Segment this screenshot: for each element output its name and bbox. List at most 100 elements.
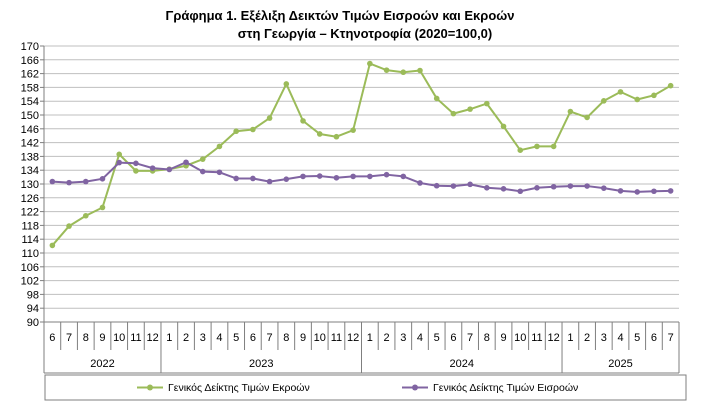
input-index-point [133,160,139,167]
y-tick-label: 150 [21,110,39,122]
input-index-point [266,178,273,185]
input-index-point [116,159,122,166]
x-tick-label: 7 [267,332,273,344]
input-index-point [517,188,524,195]
year-label: 2024 [450,358,474,370]
input-index-point [567,183,574,189]
chart-title-line-2: στη Γεωργία – Κτηνοτροφία (2020=100,0) [238,26,492,41]
x-tick-label: 8 [83,332,89,344]
x-axis: 6 7 8 9 10 11 12 1 2 3 4 5 6 7 8 9 10 11 12 1 2 3 4 5 6 7 8 9 10 11 12… [43,321,680,374]
x-tick-label: 12 [548,332,560,344]
x-tick-label: 10 [514,332,526,344]
input-index-point [333,174,340,181]
x-tick-label: 3 [601,332,607,344]
y-tick-label: 94 [27,303,39,315]
year-label: 2025 [608,358,632,370]
x-tick-label: 3 [200,332,206,344]
input-index-point [667,188,674,194]
grid-lines [44,45,679,323]
output-index-point [216,143,223,150]
output-index-point [133,168,139,174]
input-index-point [584,183,590,189]
x-tick-label: 12 [347,332,359,344]
x-tick-label: 11 [531,332,542,344]
input-index-point [450,183,457,189]
x-tick-label: 5 [634,332,640,344]
x-tick-label: 8 [484,332,490,344]
output-index-line [51,62,672,247]
input-index-point [99,176,106,182]
y-tick-label: 114 [21,234,39,246]
chart-title-line-1: Γράφημα 1. Εξέλιξη Δεικτών Τιμών Εισροών… [166,8,515,23]
y-tick-label: 142 [21,138,39,150]
x-tick-label: 8 [283,332,289,344]
input-index-point [199,168,206,175]
input-index-point [634,189,641,195]
x-tick-label: 6 [250,332,256,344]
x-tick-label: 2 [384,332,390,344]
x-tick-label: 1 [367,332,373,344]
x-tick-label: 11 [130,332,141,344]
y-tick-label: 118 [21,220,39,232]
y-tick-label: 126 [21,193,39,205]
input-index-point [651,188,657,195]
x-tick-label: 3 [400,332,406,344]
input-index-point [350,173,356,180]
output-index-point [550,143,557,150]
y-tick-label: 170 [21,41,39,53]
output-index-point [484,100,490,107]
y-tick-label: 146 [21,124,39,136]
input-index-point [66,179,72,186]
x-tick-label: 6 [651,332,657,344]
x-tick-label: 11 [331,332,342,344]
y-tick-label: 138 [21,151,39,163]
x-tick-label: 6 [450,332,456,344]
output-index-point [667,82,674,89]
output-index-point [116,151,122,158]
input-index-point [550,183,557,190]
output-index-point [300,118,306,124]
y-tick-label: 110 [21,248,39,260]
input-index-point [467,181,473,188]
output-index-point [82,212,89,219]
legend-output-label: Γενικός Δείκτης Τιμών Εκροών [168,382,310,394]
series-lines [49,60,674,249]
output-index-point [383,67,390,73]
legend: Γενικός Δείκτης Τιμών Εκροών Γενικός Δεί… [44,374,687,401]
x-tick-label: 2 [584,332,590,344]
x-tick-label: 7 [467,332,473,344]
input-index-point [367,173,373,180]
output-index-point [250,126,256,133]
input-index-point [500,186,507,192]
input-index-point [49,178,56,185]
input-index-point [601,185,607,191]
input-index-point [250,175,256,182]
input-index-point [283,176,290,182]
y-tick-label: 102 [21,276,39,288]
y-tick-label: 98 [27,289,39,301]
x-tick-label: 5 [233,332,239,344]
output-index-point [433,95,440,102]
output-index-point [601,98,607,104]
x-tick-label: 7 [66,332,72,344]
output-index-point [316,131,323,137]
output-index-point [534,143,540,150]
input-index-point [183,159,189,166]
input-index-line [52,161,671,193]
x-tick-label: 7 [668,332,674,344]
x-tick-label: 2 [183,332,189,344]
output-index-point [266,115,273,121]
output-index-point [417,67,423,74]
output-index-point [500,123,507,130]
input-index-point [166,166,173,173]
output-index-point [233,128,239,135]
x-tick-label: 10 [113,332,125,344]
y-tick-label: 162 [21,69,39,81]
x-tick-label: 10 [314,332,326,344]
output-index-point [367,60,373,67]
legend-input-label: Γενικός Δείκτης Τιμών Εισροών [433,382,578,394]
x-tick-label: 12 [146,332,158,344]
output-index-point [617,89,624,95]
